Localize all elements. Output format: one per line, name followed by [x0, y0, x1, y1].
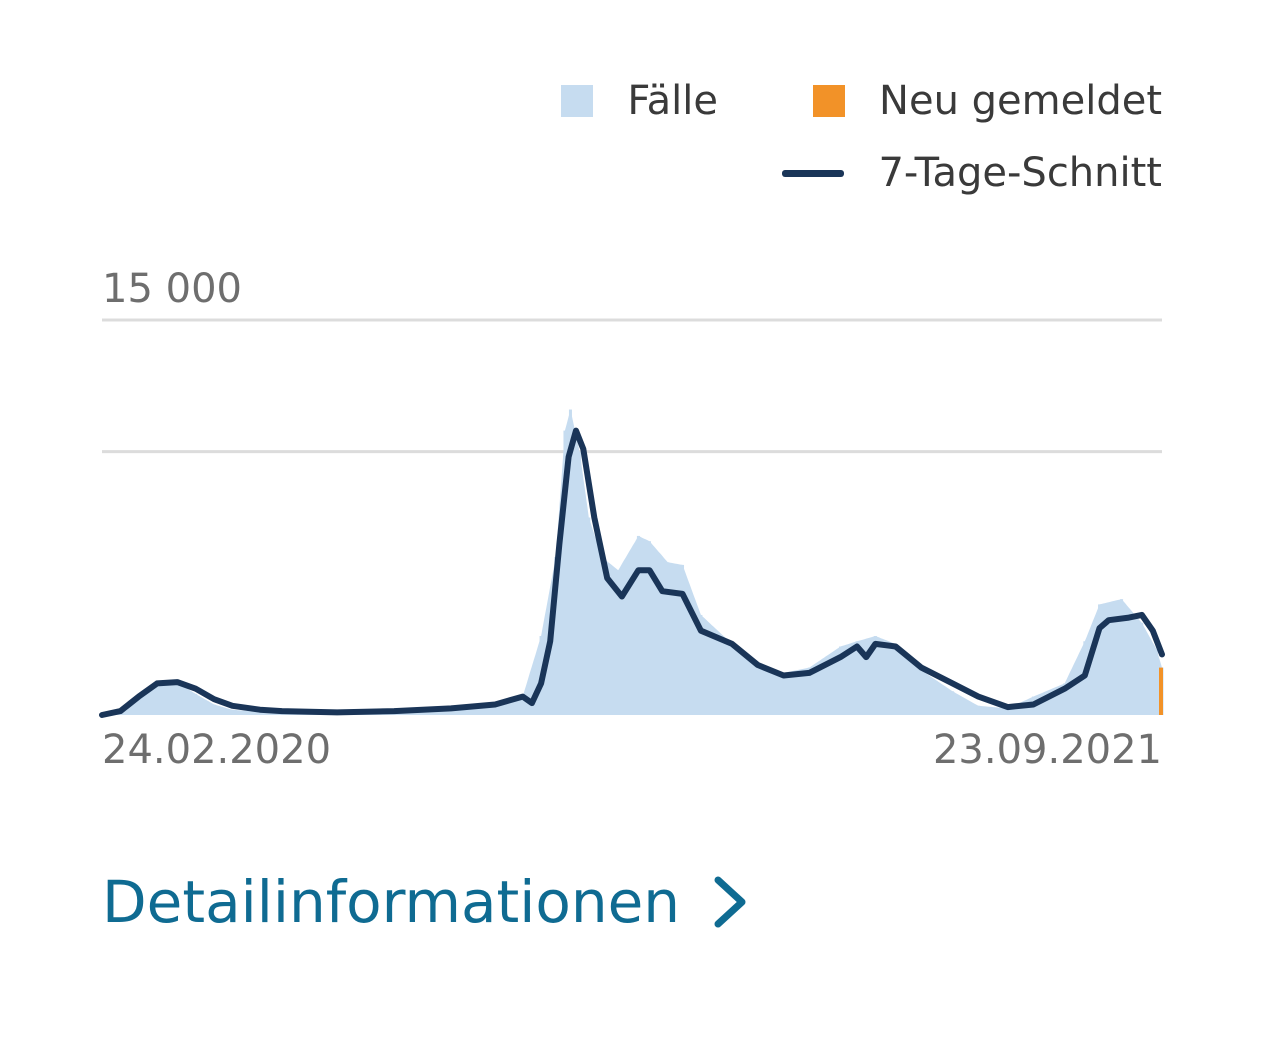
grid-layer — [102, 318, 1162, 454]
avg-line-swatch — [782, 169, 845, 177]
case-bar-34 — [894, 643, 898, 715]
case-bar-17 — [568, 409, 572, 715]
case-bar-25 — [681, 564, 685, 715]
case-bar-15 — [554, 557, 558, 715]
legend-item-cases: Fälle — [561, 78, 718, 124]
case-bar-2 — [137, 696, 141, 715]
cases-swatch — [561, 85, 594, 117]
case-bar-23 — [647, 541, 651, 715]
cases-chart: 15 000 24.02.2020 23.09.2021 — [99, 266, 1165, 773]
case-bar-45 — [1154, 649, 1158, 715]
case-bar-26 — [699, 614, 703, 715]
case-bar-37 — [976, 705, 980, 715]
x-tick-label-start: 24.02.2020 — [102, 727, 331, 773]
new-reported-layer — [1159, 667, 1163, 715]
case-bar-5 — [194, 693, 198, 715]
case-bar-8 — [280, 713, 284, 715]
case-bar-42 — [1098, 604, 1102, 715]
new-reported-bar-0 — [1159, 667, 1163, 715]
case-bar-32 — [855, 641, 859, 715]
case-bar-18 — [578, 451, 582, 715]
avg-line-layer — [99, 427, 1165, 718]
case-bar-4 — [175, 682, 179, 715]
detail-info-link[interactable]: Detailinformationen — [102, 868, 750, 936]
chevron-right-icon — [714, 876, 746, 928]
case-bar-28 — [756, 662, 760, 715]
case-bar-21 — [616, 570, 620, 715]
case-bar-20 — [600, 557, 604, 715]
legend-label-avg: 7-Tage-Schnitt — [878, 150, 1162, 196]
legend-item-avg: 7-Tage-Schnitt — [782, 150, 1162, 196]
case-bar-12 — [493, 704, 497, 715]
case-bar-36 — [951, 691, 955, 715]
case-bar-22 — [636, 535, 640, 715]
legend-label-new: Neu gemeldet — [879, 78, 1162, 124]
tick-label-layer: 15 000 24.02.2020 23.09.2021 — [102, 266, 1162, 773]
cases-area — [102, 409, 1162, 715]
case-bar-3 — [155, 680, 159, 715]
legend-label-cases: Fälle — [627, 78, 718, 124]
y-tick-label-0: 15 000 — [102, 266, 242, 312]
case-bar-7 — [230, 709, 234, 715]
legend-item-new: Neu gemeldet — [813, 78, 1162, 124]
case-bar-31 — [839, 646, 843, 715]
case-bar-24 — [666, 562, 670, 715]
case-bar-35 — [919, 670, 923, 715]
case-bar-43 — [1120, 599, 1124, 715]
case-bar-44 — [1140, 622, 1144, 715]
avg-line — [99, 427, 1165, 718]
case-bar-27 — [730, 643, 734, 715]
case-bar-30 — [807, 667, 811, 715]
legend: Fälle Neu gemeldet 7-Tage-Schnitt — [462, 78, 1162, 208]
x-tick-label-end: 23.09.2021 — [933, 727, 1162, 773]
case-bar-29 — [782, 672, 786, 715]
case-bar-33 — [873, 636, 877, 715]
case-bar-16 — [563, 430, 567, 715]
case-bar-13 — [521, 696, 525, 715]
case-bar-19 — [587, 517, 591, 715]
case-bar-40 — [1063, 683, 1067, 715]
bar-layer — [102, 409, 1164, 715]
case-bar-38 — [1006, 708, 1010, 715]
detail-info-label: Detailinformationen — [102, 868, 681, 936]
case-bar-6 — [212, 704, 216, 715]
new-swatch — [813, 85, 846, 117]
